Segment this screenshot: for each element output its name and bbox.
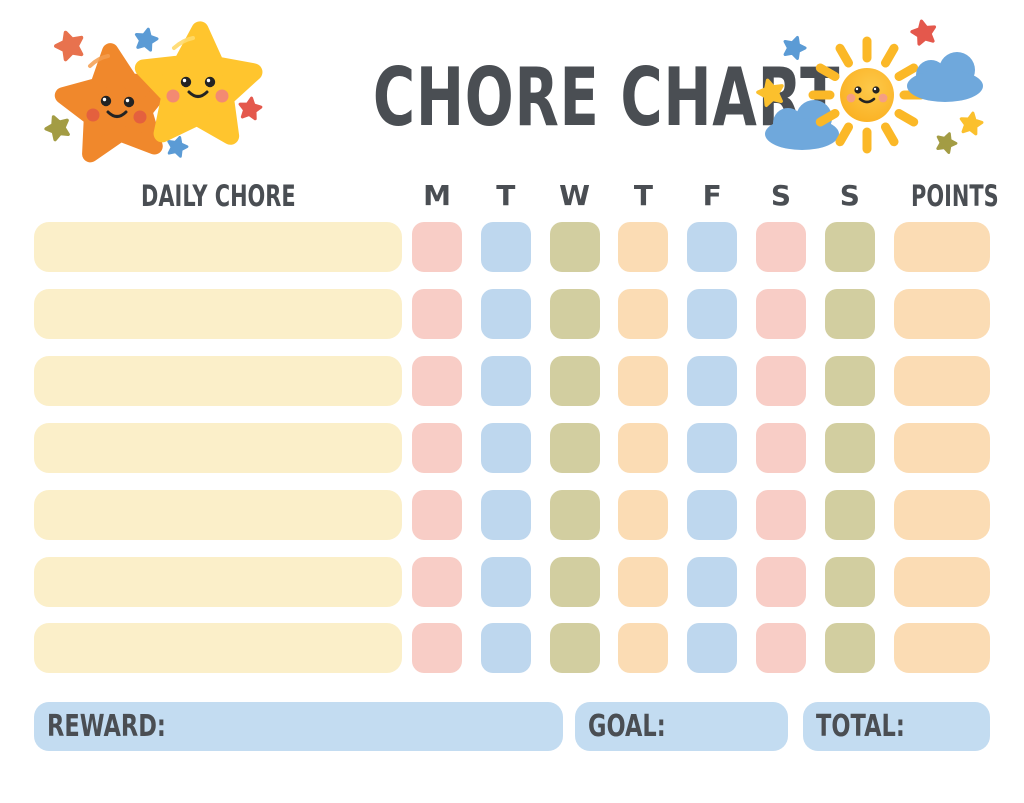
day-cell-W3-row5[interactable] [549, 489, 600, 540]
mini-star-blue-icon [781, 34, 807, 59]
day-cell-F5-row3[interactable] [687, 355, 738, 406]
sun-icon [808, 36, 926, 154]
mini-star-yellow-right-icon [959, 111, 983, 134]
stars-illustration [28, 14, 282, 172]
orange-star-icon [58, 45, 174, 157]
daily-chore-header: DAILY CHORE [140, 179, 296, 213]
chore-name-box-row3[interactable] [34, 355, 402, 406]
day-header-S-7: S [839, 179, 860, 212]
day-cell-T4-row6[interactable] [618, 556, 669, 607]
day-cell-S6-row7[interactable] [756, 623, 806, 674]
day-cell-T2-row2[interactable] [480, 288, 531, 339]
day-cell-F5-row7[interactable] [687, 623, 738, 674]
points-cell-row7[interactable] [894, 623, 990, 674]
day-header-F-5: F [702, 179, 722, 212]
day-cell-S6-row4[interactable] [756, 422, 806, 473]
day-header-W-3: W [559, 179, 591, 212]
reward-label: REWARD: [47, 709, 166, 744]
day-cell-M1-row7[interactable] [412, 623, 462, 674]
day-cell-F5-row4[interactable] [687, 422, 738, 473]
day-cell-T2-row1[interactable] [480, 222, 531, 272]
total-label: TOTAL: [816, 709, 905, 744]
day-cell-W3-row1[interactable] [549, 222, 600, 272]
mini-star-orange-icon [53, 29, 86, 61]
chore-name-box-row1[interactable] [34, 222, 402, 272]
day-cell-F5-row5[interactable] [687, 489, 738, 540]
day-cell-W3-row6[interactable] [549, 556, 600, 607]
day-cell-T4-row7[interactable] [618, 623, 669, 674]
day-header-T-4: T [633, 179, 653, 212]
day-cell-T4-row3[interactable] [618, 355, 669, 406]
day-cell-S6-row6[interactable] [756, 556, 806, 607]
yellow-star-icon [141, 28, 255, 137]
day-cell-T2-row3[interactable] [480, 355, 531, 406]
day-cell-S7-row6[interactable] [824, 556, 875, 607]
points-cell-row6[interactable] [894, 556, 990, 607]
total-box[interactable]: TOTAL: [803, 702, 990, 751]
day-cell-M1-row1[interactable] [412, 222, 462, 272]
day-cell-W3-row2[interactable] [549, 288, 600, 339]
day-cell-M1-row2[interactable] [412, 288, 462, 339]
points-cell-row4[interactable] [894, 422, 990, 473]
day-cell-W3-row4[interactable] [549, 422, 600, 473]
points-cell-row1[interactable] [894, 222, 990, 272]
day-cell-S7-row4[interactable] [824, 422, 875, 473]
day-cell-T2-row7[interactable] [480, 623, 531, 674]
goal-box[interactable]: GOAL: [575, 702, 788, 751]
day-cell-S7-row2[interactable] [824, 288, 875, 339]
mini-star-blue-top-icon [134, 27, 159, 51]
day-cell-F5-row6[interactable] [687, 556, 738, 607]
mini-star-yellow-left-icon [756, 77, 786, 106]
day-cell-T2-row4[interactable] [480, 422, 531, 473]
day-header-T-2: T [496, 179, 516, 212]
day-cell-M1-row6[interactable] [412, 556, 462, 607]
day-header-M-1: M [423, 179, 451, 212]
chore-name-box-row7[interactable] [34, 623, 402, 674]
day-cell-M1-row4[interactable] [412, 422, 462, 473]
day-cell-S7-row7[interactable] [824, 623, 875, 674]
day-cell-S7-row3[interactable] [824, 355, 875, 406]
day-cell-T4-row4[interactable] [618, 422, 669, 473]
cloud-left-icon [765, 100, 839, 150]
day-cell-T4-row5[interactable] [618, 489, 669, 540]
day-cell-F5-row1[interactable] [687, 222, 738, 272]
day-cell-T4-row1[interactable] [618, 222, 669, 272]
mini-star-red-icon [910, 19, 937, 45]
day-cell-M1-row3[interactable] [412, 355, 462, 406]
mini-star-olive-icon [934, 130, 958, 154]
day-cell-S7-row1[interactable] [824, 222, 875, 272]
mini-star-olive-icon [43, 113, 72, 142]
day-cell-M1-row5[interactable] [412, 489, 462, 540]
points-cell-row3[interactable] [894, 355, 990, 406]
page-title: CHORE CHART [372, 51, 841, 144]
day-cell-S6-row3[interactable] [756, 355, 806, 406]
day-cell-T2-row5[interactable] [480, 489, 531, 540]
day-cell-F5-row2[interactable] [687, 288, 738, 339]
day-cell-T4-row2[interactable] [618, 288, 669, 339]
chore-name-box-row2[interactable] [34, 288, 402, 339]
cloud-right-icon [907, 52, 983, 102]
sun-clouds-illustration [740, 8, 1024, 173]
chore-name-box-row6[interactable] [34, 556, 402, 607]
points-cell-row2[interactable] [894, 288, 990, 339]
day-header-S-6: S [770, 179, 792, 212]
day-cell-S6-row2[interactable] [756, 288, 806, 339]
chore-name-box-row4[interactable] [34, 422, 402, 473]
points-cell-row5[interactable] [894, 489, 990, 540]
mini-star-red-icon [238, 97, 261, 120]
reward-box[interactable]: REWARD: [34, 702, 563, 751]
day-cell-W3-row7[interactable] [549, 623, 600, 674]
day-cell-T2-row6[interactable] [480, 556, 531, 607]
goal-label: GOAL: [588, 709, 666, 744]
day-cell-S6-row5[interactable] [756, 489, 806, 540]
day-cell-S6-row1[interactable] [756, 222, 806, 272]
points-header: POINTS [911, 179, 999, 213]
day-cell-S7-row5[interactable] [824, 489, 875, 540]
day-cell-W3-row3[interactable] [549, 355, 600, 406]
chore-name-box-row5[interactable] [34, 489, 402, 540]
